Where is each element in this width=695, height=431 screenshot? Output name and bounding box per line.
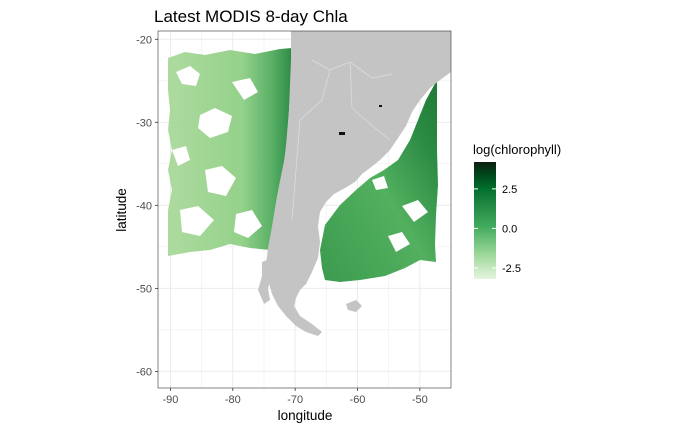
country-borders [291, 59, 393, 221]
y-tick-label: -30 [136, 117, 152, 129]
x-tick-label: -70 [287, 394, 303, 406]
y-axis-label: latitude [114, 188, 129, 232]
chile-archipelago [258, 258, 274, 304]
x-tick-label: -60 [350, 394, 366, 406]
x-tick-label: -80 [225, 394, 241, 406]
pacific-chlorophyll-field [168, 48, 292, 256]
x-axis-label: longitude [278, 408, 333, 423]
legend-title: log(chlorophyll) [473, 142, 561, 157]
chart-title: Latest MODIS 8-day Chla [154, 7, 348, 26]
legend-colorbar [474, 162, 496, 279]
pacific-cloud-gap [180, 206, 214, 236]
y-tick-label: -50 [136, 283, 152, 295]
legend: log(chlorophyll) 2.5 0.0 -2.5 [473, 142, 561, 279]
atlantic-cloud-gap [402, 200, 428, 222]
pacific-cloud-gap [205, 166, 236, 196]
atlantic-cloud-gap [372, 176, 388, 190]
atlantic-cloud-gap [388, 232, 410, 252]
legend-tick-label: 0.0 [502, 223, 517, 235]
pacific-cloud-gap [176, 66, 200, 86]
lake-marker [379, 105, 382, 107]
legend-tick-label: -2.5 [502, 263, 521, 275]
pacific-cloud-gap [234, 210, 262, 238]
panel-frame [157, 30, 452, 389]
x-tick-label: -90 [163, 394, 179, 406]
falkland-islands [346, 300, 362, 312]
y-axis: -20 -30 -40 -50 -60 [136, 34, 158, 378]
x-tick-label: -50 [412, 394, 428, 406]
x-axis: -90 -80 -70 -60 -50 [163, 388, 428, 406]
y-tick-label: -60 [136, 366, 152, 378]
pacific-cloud-gap [232, 78, 258, 100]
legend-ticks: 2.5 0.0 -2.5 [474, 184, 521, 275]
pacific-cloud-gap [172, 146, 190, 166]
pacific-cloud-gap [198, 108, 232, 138]
y-tick-label: -40 [136, 200, 152, 212]
map-panel [158, 31, 451, 388]
legend-tick-label: 2.5 [502, 184, 517, 196]
lake-marker [339, 132, 345, 135]
y-tick-label: -20 [136, 34, 152, 46]
south-america-land [266, 31, 451, 336]
